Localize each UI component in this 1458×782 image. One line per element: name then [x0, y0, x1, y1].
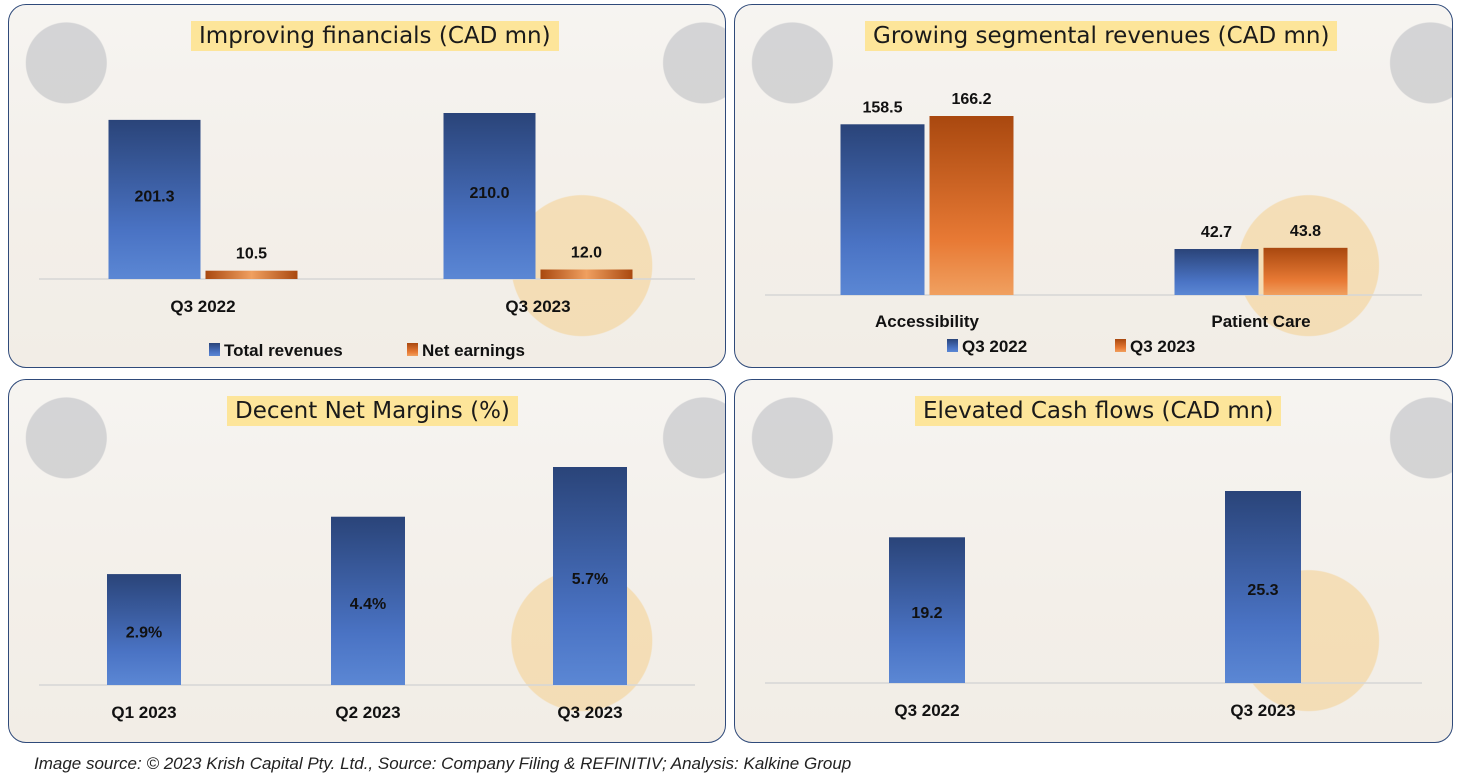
data-label: 2.9%	[126, 625, 162, 642]
chart-panel-financials: 201.3 10.5 Q3 2022 210.0 12.0 Q3 2023 Total re…	[8, 4, 726, 368]
data-label: 201.3	[134, 188, 174, 205]
chart-title: Decent Net Margins (%)	[227, 396, 518, 426]
category-label: Q3 2023	[1230, 701, 1295, 720]
legend-label: Net earnings	[422, 341, 525, 360]
bar-net-margin-q2-2023	[331, 516, 405, 685]
bar-cash-flow-q3-2022	[889, 537, 965, 683]
bar-total-revenues-q3-2022	[108, 119, 201, 280]
category-label: Q2 2023	[335, 703, 400, 722]
data-label: 158.5	[862, 99, 902, 116]
data-label: 12.0	[571, 245, 602, 262]
legend-label: Q3 2023	[1130, 337, 1195, 356]
chart-panel-net-margins: 2.9% Q1 2023 4.4% Q2 2023 5.7% Q3 2023 Decent…	[8, 379, 726, 743]
legend-swatch-orange	[1115, 339, 1126, 352]
category-label: Patient Care	[1211, 312, 1310, 331]
legend-swatch-blue	[209, 343, 220, 356]
category-label: Q3 2022	[894, 701, 959, 720]
legend-label: Total revenues	[224, 341, 343, 360]
data-label: 210.0	[469, 185, 509, 202]
category-label: Q3 2023	[557, 703, 622, 722]
data-label: 5.7%	[572, 571, 608, 588]
data-label: 4.4%	[350, 596, 386, 613]
bar-q3-2023-patient-care	[1263, 247, 1348, 295]
bar-q3-2022-patient-care	[1174, 249, 1259, 295]
bar-net-margin-q3-2023	[553, 467, 627, 685]
legend-label: Q3 2022	[962, 337, 1027, 356]
data-label: 43.8	[1290, 223, 1321, 240]
chart-net-margins: 2.9% Q1 2023 4.4% Q2 2023 5.7% Q3 2023	[39, 467, 695, 722]
data-label: 166.2	[951, 91, 991, 108]
bar-net-earnings-q3-2022	[205, 270, 298, 279]
legend-swatch-orange	[407, 343, 418, 356]
category-label: Q3 2023	[505, 297, 570, 316]
data-label: 25.3	[1247, 582, 1278, 599]
chart-title: Improving financials (CAD mn)	[191, 21, 559, 51]
chart-financials: 201.3 10.5 Q3 2022 210.0 12.0 Q3 2023 Total re…	[39, 113, 695, 360]
data-label: 10.5	[236, 246, 267, 263]
category-label: Q3 2022	[170, 297, 235, 316]
chart-segmental: 158.5 166.2 Accessibility 42.7 43.8 Patient C…	[765, 91, 1422, 356]
bar-q3-2023-accessibility	[929, 116, 1014, 295]
chart-title: Growing segmental revenues (CAD mn)	[865, 21, 1338, 51]
bar-net-margin-q1-2023	[107, 574, 181, 685]
category-label: Accessibility	[875, 312, 979, 331]
data-label: 42.7	[1201, 224, 1232, 241]
data-label: 19.2	[911, 605, 942, 622]
bar-q3-2022-accessibility	[840, 124, 925, 295]
chart-title: Elevated Cash flows (CAD mn)	[915, 396, 1282, 426]
legend-swatch-blue	[947, 339, 958, 352]
bar-total-revenues-q3-2023	[443, 113, 536, 279]
chart-cash-flows: 19.2 Q3 2022 25.3 Q3 2023	[765, 491, 1422, 720]
bar-net-earnings-q3-2023	[540, 269, 633, 279]
category-label: Q1 2023	[111, 703, 176, 722]
chart-panel-cash-flows: 19.2 Q3 2022 25.3 Q3 2023 Elevated Cash flo…	[734, 379, 1453, 743]
chart-panel-segmental: 158.5 166.2 Accessibility 42.7 43.8 Patient C…	[734, 4, 1453, 368]
bar-cash-flow-q3-2023	[1225, 491, 1301, 683]
image-source-footer: Image source: © 2023 Krish Capital Pty. …	[34, 754, 852, 773]
